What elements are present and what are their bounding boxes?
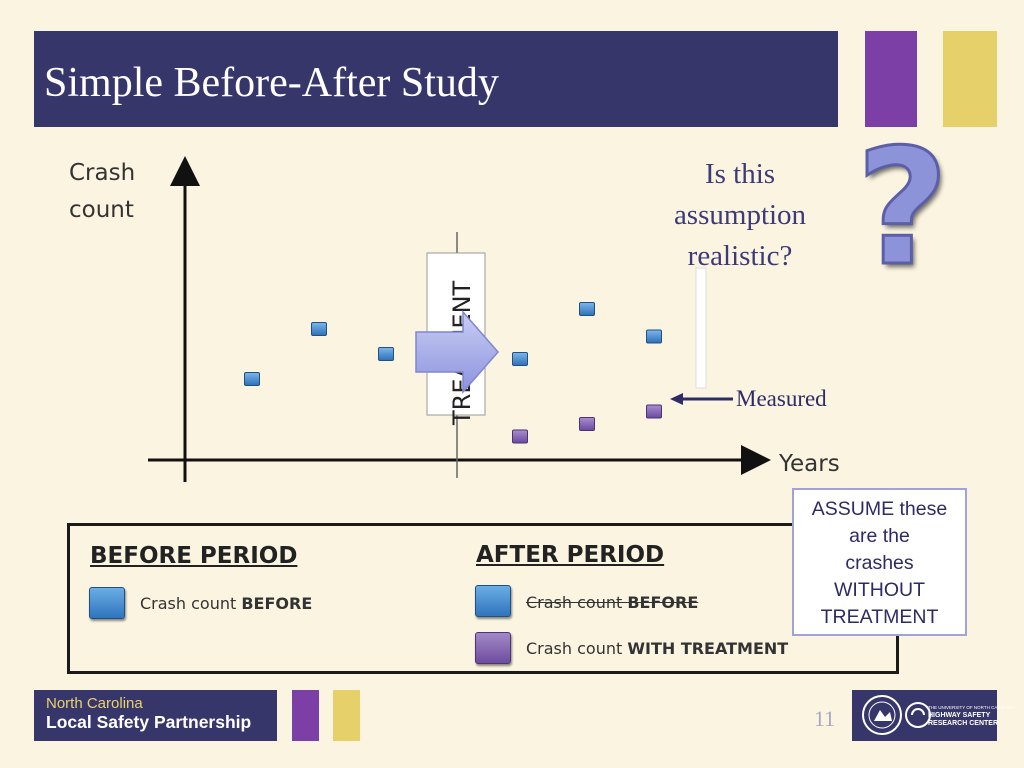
- x-axis-label: Years: [778, 451, 840, 477]
- before-legend-bold: BEFORE: [241, 594, 313, 613]
- logo-graphics: [862, 695, 931, 735]
- question-line3: realistic?: [687, 240, 793, 272]
- after-legend-item-treatment: Crash count WITH TREATMENT: [526, 639, 788, 658]
- after-legend-prefix-1: Crash count: [526, 593, 628, 612]
- assume-line3: crashes: [845, 552, 914, 574]
- footer-purple-square: [292, 690, 319, 741]
- assume-line4: WITHOUT: [834, 579, 925, 601]
- before-period-heading: BEFORE PERIOD: [90, 543, 298, 569]
- data-point-after-before-2: [579, 302, 595, 316]
- data-point-before-before-2: [311, 322, 327, 336]
- page-number: 11: [814, 706, 836, 731]
- data-point-before-before-1: [244, 372, 260, 386]
- slide-title: Simple Before-After Study: [44, 60, 499, 106]
- before-legend-item: Crash count BEFORE: [140, 594, 312, 613]
- reference-bar: [695, 267, 707, 389]
- data-points: [244, 302, 662, 444]
- y-axis-label-line1: Crash: [69, 160, 135, 186]
- footer-gold-square: [333, 690, 360, 741]
- logo-text-1: THE UNIVERSITY OF NORTH CAROLINA: [928, 705, 1015, 710]
- data-point-after-before-3: [646, 329, 662, 344]
- after-legend-bold-2: WITH TREATMENT: [627, 639, 789, 658]
- data-point-after-treatment-3: [646, 404, 662, 419]
- footer-line1: North Carolina: [46, 695, 143, 712]
- after-legend-swatch-treatment: [475, 632, 511, 664]
- measured-label: Measured: [736, 386, 827, 411]
- after-period-heading: AFTER PERIOD: [476, 542, 665, 568]
- title-bar: Simple Before-After Study: [34, 31, 838, 127]
- legend-box: BEFORE PERIOD AFTER PERIOD Crash count B…: [67, 523, 899, 674]
- logo-box: THE UNIVERSITY OF NORTH CAROLINA HIGHWAY…: [852, 690, 1014, 741]
- state-seal-icon: [862, 695, 902, 735]
- question-text: Is this assumption realistic?: [640, 154, 840, 277]
- data-point-after-treatment-2: [579, 417, 595, 431]
- logo-text-3: RESEARCH CENTER: [928, 720, 999, 727]
- question-line1: Is this: [704, 158, 776, 190]
- assume-line2: are the: [849, 525, 910, 547]
- measured-pointer-head: [670, 393, 683, 405]
- data-point-after-treatment-1: [512, 429, 528, 444]
- data-point-before-before-3: [378, 347, 394, 361]
- before-legend-prefix: Crash count: [140, 594, 242, 613]
- assume-line5: TREATMENT: [820, 606, 939, 628]
- before-legend-swatch: [89, 587, 125, 619]
- question-mark-icon: ?: [855, 114, 951, 301]
- footer-line2: Local Safety Partnership: [46, 712, 252, 732]
- after-legend-prefix-2: Crash count: [526, 639, 628, 658]
- treatment-arrow-icon: [415, 310, 499, 394]
- after-legend-bold-1: BEFORE: [627, 593, 699, 612]
- purple-accent-square: [865, 31, 917, 127]
- logo-text-2: HIGHWAY SAFETY: [928, 712, 991, 719]
- hsrc-logo-icon: [905, 702, 931, 728]
- after-legend-item-before: Crash count BEFORE: [526, 593, 698, 612]
- logo-text: THE UNIVERSITY OF NORTH CAROLINA HIGHWAY…: [928, 704, 1014, 728]
- assume-line1: ASSUME these: [811, 498, 948, 520]
- after-legend-swatch-before: [475, 585, 511, 617]
- question-line2: assumption: [673, 199, 807, 231]
- y-axis-label-line2: count: [69, 197, 134, 223]
- footer-brand: North Carolina Local Safety Partnership: [34, 690, 277, 741]
- gold-accent-square: [943, 31, 997, 127]
- data-point-after-before-1: [512, 352, 528, 366]
- assume-callout: ASSUME these are the crashes WITHOUT TRE…: [792, 488, 967, 636]
